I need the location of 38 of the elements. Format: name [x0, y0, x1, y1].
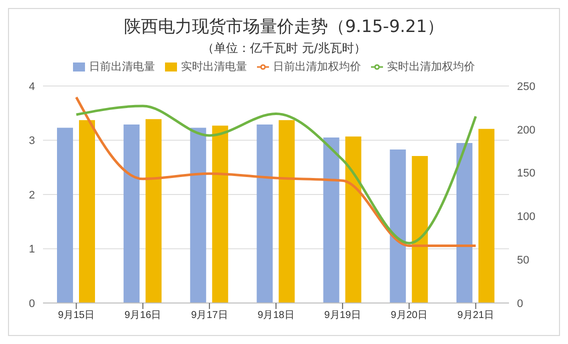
bar [57, 128, 73, 303]
bar [278, 120, 295, 303]
x-tick-label: 9月18日 [258, 310, 294, 322]
y2-tick-label: 0 [517, 298, 524, 310]
legend-label: 实时出清电量 [181, 61, 247, 73]
y2-tick-label: 200 [517, 124, 536, 136]
bar [345, 136, 362, 303]
x-tick-label: 9月19日 [324, 310, 361, 322]
x-tick-label: 9月17日 [191, 310, 228, 322]
y-tick-label: 2 [28, 189, 35, 202]
bar [478, 128, 494, 303]
bar [212, 126, 228, 303]
x-tick-label: 9月21日 [457, 310, 494, 322]
x-tick-label: 9月15日 [58, 310, 95, 322]
legend-label: 实时出清加权均价 [387, 61, 475, 73]
y2-tick-label: 50 [517, 254, 530, 267]
y-tick-label: 4 [28, 80, 35, 93]
bar [146, 119, 162, 303]
y2-tick-label: 250 [517, 80, 536, 93]
bar [323, 138, 340, 303]
y2-tick-label: 100 [517, 211, 536, 224]
legend-label: 日前出清加权均价 [273, 61, 361, 73]
bar [256, 124, 273, 303]
y2-tick-label: 150 [517, 168, 536, 180]
x-tick-label: 9月16日 [124, 310, 162, 322]
bar [79, 120, 95, 303]
x-tick-label: 9月20日 [390, 310, 428, 322]
y-tick-label: 3 [28, 135, 35, 148]
chart-subtitle: （单位：亿千瓦时 元/兆瓦时） [201, 40, 367, 57]
bar [190, 128, 206, 303]
bar [456, 142, 472, 303]
bar [390, 149, 406, 303]
bar [124, 124, 140, 303]
y-tick-label: 0 [28, 298, 35, 310]
legend-label: 日前出清电量 [89, 61, 155, 73]
y-tick-label: 1 [28, 244, 35, 256]
chart-title: 陕西电力现货市场量价走势（9.15-9.21） [123, 16, 445, 38]
bar [412, 156, 428, 303]
